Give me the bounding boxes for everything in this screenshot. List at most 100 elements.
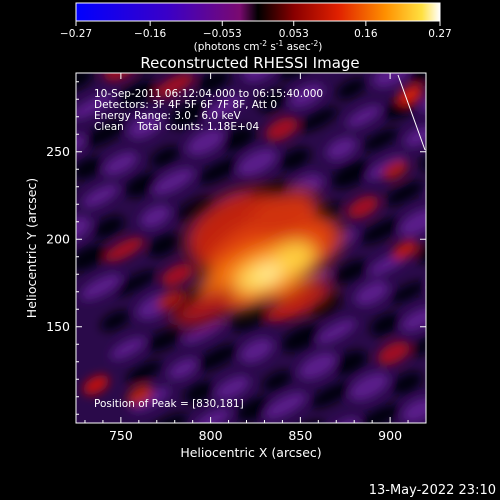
heat-blob bbox=[76, 73, 94, 91]
heat-blob bbox=[448, 139, 490, 173]
heat-blob bbox=[428, 107, 478, 144]
heat-blob bbox=[492, 220, 500, 254]
heat-blob bbox=[425, 261, 473, 297]
heat-blob bbox=[404, 126, 426, 148]
heat-blob bbox=[401, 307, 426, 332]
heat-blob bbox=[407, 73, 426, 83]
heat-blob bbox=[147, 233, 180, 258]
heat-blob bbox=[184, 380, 215, 405]
heat-core-blob bbox=[257, 263, 282, 282]
heat-blob bbox=[76, 156, 103, 181]
heat-blob bbox=[484, 192, 500, 225]
heat-blob bbox=[438, 203, 477, 235]
heat-blob bbox=[298, 352, 337, 380]
heat-blob bbox=[114, 269, 158, 296]
chart-title: Reconstructed RHESSI Image bbox=[140, 54, 359, 72]
heat-blob bbox=[152, 168, 195, 196]
heat-blob bbox=[20, 63, 67, 101]
colorbar-tick-label: 0.053 bbox=[279, 28, 309, 40]
heat-blob bbox=[126, 360, 163, 384]
y-axis-label: Heliocentric Y (arcsec) bbox=[24, 178, 39, 318]
heat-blob bbox=[362, 128, 399, 152]
heat-blob bbox=[346, 105, 382, 128]
heat-blob bbox=[258, 88, 289, 113]
heat-blob bbox=[76, 134, 87, 156]
heat-blob bbox=[496, 155, 500, 192]
heat-blob bbox=[130, 387, 171, 412]
heat-blob bbox=[391, 371, 423, 395]
limb-line bbox=[397, 74, 426, 151]
heat-blob bbox=[221, 126, 256, 151]
heat-blob bbox=[326, 136, 357, 161]
heat-blob bbox=[370, 312, 401, 337]
heat-blob bbox=[469, 160, 500, 195]
heat-blob bbox=[110, 337, 146, 360]
heat-blob bbox=[204, 95, 245, 120]
colorbar-tick-label: 0.16 bbox=[354, 28, 378, 40]
colorbar-ticks: −0.27 −0.16 −0.053 0.053 0.16 0.27 bbox=[60, 21, 452, 40]
heat-blob bbox=[161, 263, 193, 287]
heat-blob bbox=[448, 44, 488, 78]
heat-blob bbox=[445, 298, 481, 328]
x-axis: 750 800 850 900 bbox=[84, 73, 427, 443]
heat-blob bbox=[475, 374, 500, 408]
heat-blob-red bbox=[127, 385, 153, 405]
heat-blob bbox=[103, 73, 136, 82]
heat-blob bbox=[399, 208, 426, 237]
heat-blob bbox=[310, 381, 352, 409]
heat-blob bbox=[480, 279, 500, 317]
heat-blob bbox=[495, 134, 500, 164]
annotation-time: 10-Sep-2011 06:12:04.000 to 06:15:40.000 bbox=[94, 88, 323, 100]
heat-blob-red bbox=[392, 240, 418, 260]
footer-timestamp: 13-May-2022 23:10 bbox=[369, 483, 496, 498]
annotation-detectors: Detectors: 3F 4F 5F 6F 7F 8F, Att 0 bbox=[94, 99, 277, 111]
heat-blob bbox=[168, 358, 199, 380]
heat-blob bbox=[150, 146, 181, 168]
heat-blob bbox=[390, 281, 426, 304]
plot-area bbox=[0, 0, 500, 423]
colorbar: −0.27 −0.16 −0.053 0.053 0.16 0.27 (photons c… bbox=[60, 2, 452, 53]
heat-blob bbox=[80, 273, 122, 301]
heat-blob bbox=[427, 172, 470, 204]
annotation-clean: Clean Total counts: 1.18E+04 bbox=[94, 121, 259, 133]
heat-blob bbox=[127, 114, 162, 139]
heat-blob bbox=[471, 348, 500, 380]
x-tick-label: 800 bbox=[199, 428, 223, 443]
colorbar-units: (photons cm-2 s-1 asec-2) bbox=[194, 39, 323, 53]
heat-blob bbox=[198, 157, 240, 185]
x-axis-label: Heliocentric X (arcsec) bbox=[180, 445, 321, 460]
heat-blob bbox=[236, 396, 271, 422]
heat-blob bbox=[76, 216, 91, 245]
heat-blob bbox=[0, 45, 13, 81]
heat-blob-red bbox=[382, 160, 408, 180]
heat-blob bbox=[372, 0, 410, 1]
heat-blob bbox=[82, 184, 119, 208]
heat-blob bbox=[182, 317, 226, 344]
peak-position-label: Position of Peak = [830,181] bbox=[94, 398, 244, 410]
heat-blob bbox=[278, 73, 314, 80]
heat-blob bbox=[215, 375, 250, 400]
heat-blob-red bbox=[83, 375, 109, 395]
heat-blob bbox=[0, 109, 36, 140]
heat-core-blob bbox=[275, 280, 334, 315]
y-tick-label: 200 bbox=[46, 231, 70, 246]
heat-blob bbox=[281, 324, 321, 353]
heat-blob bbox=[349, 372, 389, 401]
colorbar-tick-label: −0.27 bbox=[60, 28, 92, 40]
colorbar-gradient bbox=[75, 2, 441, 22]
heat-blob bbox=[197, 73, 230, 94]
heatmap-core bbox=[171, 189, 342, 326]
heat-blob bbox=[149, 413, 188, 423]
heat-blob bbox=[472, 101, 500, 136]
heat-blob bbox=[76, 93, 114, 120]
heat-blob bbox=[242, 73, 277, 82]
heat-blob bbox=[237, 148, 277, 177]
heat-core-blob bbox=[250, 190, 319, 235]
heat-core-blob bbox=[274, 241, 314, 274]
heat-blob bbox=[434, 356, 472, 389]
heat-blob bbox=[32, 99, 74, 133]
heat-blob bbox=[333, 259, 368, 284]
heat-blob bbox=[394, 27, 433, 59]
heat-blob bbox=[155, 73, 194, 98]
